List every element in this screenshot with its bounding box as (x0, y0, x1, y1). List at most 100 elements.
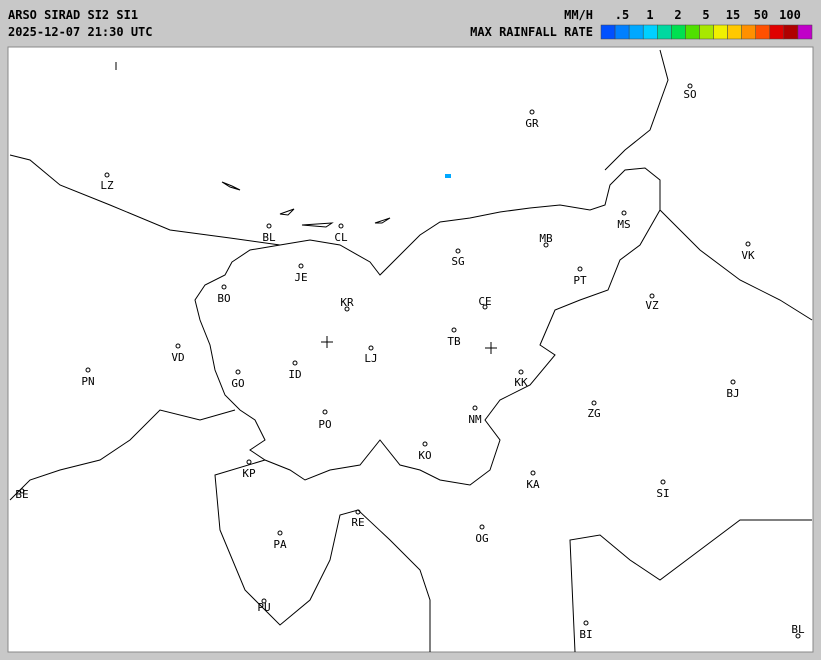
city-marker (543, 242, 549, 248)
legend-swatch (755, 24, 771, 40)
legend-swatch (671, 24, 686, 40)
city-marker (104, 172, 110, 178)
city-marker (221, 284, 227, 290)
city-label: PT (573, 274, 587, 287)
city-marker (649, 293, 655, 299)
city-label: LJ (364, 352, 377, 365)
city-marker (266, 223, 272, 229)
timestamp: 2025-12-07 21:30 UTC (8, 25, 153, 39)
city-label: LZ (100, 179, 114, 192)
city-marker (322, 409, 328, 415)
city-marker (368, 345, 374, 351)
city-label: BJ (726, 387, 739, 400)
legend-tick: 100 (779, 8, 801, 22)
legend-tick: 50 (754, 8, 768, 22)
city-label: BL (262, 231, 276, 244)
city-marker (530, 470, 536, 476)
city-marker (355, 509, 361, 515)
city-label: PO (318, 418, 331, 431)
city-label: SI (656, 487, 669, 500)
city-label: KK (514, 376, 528, 389)
city-marker (338, 223, 344, 229)
city-label: JE (294, 271, 307, 284)
city-marker (518, 369, 524, 375)
legend: .5 1 2 5 15 50 100 (600, 8, 813, 40)
city-label: ZG (587, 407, 600, 420)
legend-tick: 1 (646, 8, 653, 22)
legend-swatch (769, 24, 785, 40)
legend-swatch (600, 24, 616, 40)
city-label: KO (418, 449, 431, 462)
city-marker (85, 367, 91, 373)
map-area (7, 46, 814, 653)
city-label: MS (617, 218, 630, 231)
city-label: BO (217, 292, 230, 305)
city-label: ID (288, 368, 301, 381)
city-marker (529, 109, 535, 115)
city-marker (577, 266, 583, 272)
legend-tick: .5 (615, 8, 629, 22)
city-label: BI (579, 628, 592, 641)
city-label: KP (242, 467, 256, 480)
city-label: BE (15, 488, 28, 501)
city-marker (235, 369, 241, 375)
legend-swatch (657, 24, 672, 40)
city-marker (422, 441, 428, 447)
city-label: GR (525, 117, 539, 130)
city-marker (472, 405, 478, 411)
city-marker (730, 379, 736, 385)
legend-swatch (713, 24, 728, 40)
city-marker (246, 459, 252, 465)
city-marker (745, 241, 751, 247)
city-marker (621, 210, 627, 216)
city-marker (19, 488, 25, 494)
city-marker (344, 306, 350, 312)
city-marker (479, 524, 485, 530)
cities: SO GR LZ MS BL CL MB VK SG JE PT BO KR CE VZ TB VD LJ ID PN… (15, 83, 805, 641)
city-label: CE (478, 295, 491, 308)
city-marker (482, 304, 488, 310)
city-label: PN (81, 375, 94, 388)
legend-tick: 5 (702, 8, 709, 22)
legend-swatch (614, 24, 630, 40)
city-label: BL (791, 623, 805, 636)
legend-title: MAX RAINFALL RATE (470, 25, 593, 39)
city-marker (795, 633, 801, 639)
legend-swatch (642, 24, 658, 40)
city-marker (277, 530, 283, 536)
city-marker (298, 263, 304, 269)
city-label: SO (683, 88, 696, 101)
city-label: KR (340, 296, 354, 309)
borders (9, 49, 813, 653)
city-label: MB (539, 232, 553, 245)
legend-swatch (741, 24, 756, 40)
legend-swatch (699, 24, 714, 40)
city-label: SG (451, 255, 464, 268)
legend-swatch (783, 24, 799, 40)
product-title: ARSO SIRAD SI2 SI1 (8, 8, 138, 22)
city-marker (292, 360, 298, 366)
city-label: VD (171, 351, 184, 364)
city-label: CL (334, 231, 348, 244)
city-marker (687, 83, 693, 89)
legend-tick: 2 (674, 8, 681, 22)
legend-swatch (727, 24, 742, 40)
city-marker (451, 327, 457, 333)
legend-swatch (797, 24, 813, 40)
city-label: RE (351, 516, 364, 529)
city-marker (583, 620, 589, 626)
city-label: OG (475, 532, 488, 545)
city-label: PA (273, 538, 287, 551)
legend-tick: 15 (726, 8, 740, 22)
city-label: TB (447, 335, 461, 348)
city-label: VZ (645, 299, 659, 312)
legend-swatch (628, 24, 644, 40)
city-label: KA (526, 478, 540, 491)
legend-swatch (685, 24, 700, 40)
city-marker (591, 400, 597, 406)
legend-unit: MM/H (564, 8, 593, 22)
city-label: VK (741, 249, 755, 262)
city-marker (175, 343, 181, 349)
